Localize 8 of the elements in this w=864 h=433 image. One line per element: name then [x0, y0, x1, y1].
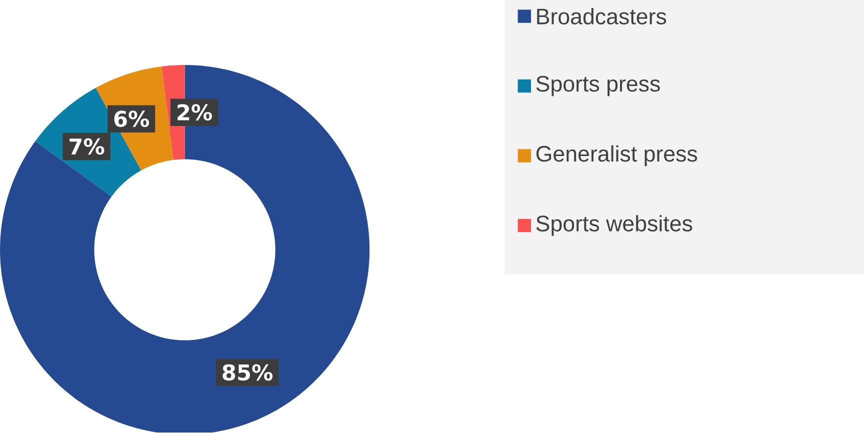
- data-label: 2%: [178, 104, 212, 121]
- legend-label: Broadcasters: [537, 8, 666, 25]
- data-label: 7%: [70, 138, 104, 155]
- legend-label: Sports websites: [536, 215, 692, 236]
- legend-label: Sports press: [536, 76, 660, 96]
- data-label: 85%: [222, 364, 273, 381]
- data-label: 6%: [114, 110, 150, 128]
- legend-label: Generalist press: [536, 146, 698, 166]
